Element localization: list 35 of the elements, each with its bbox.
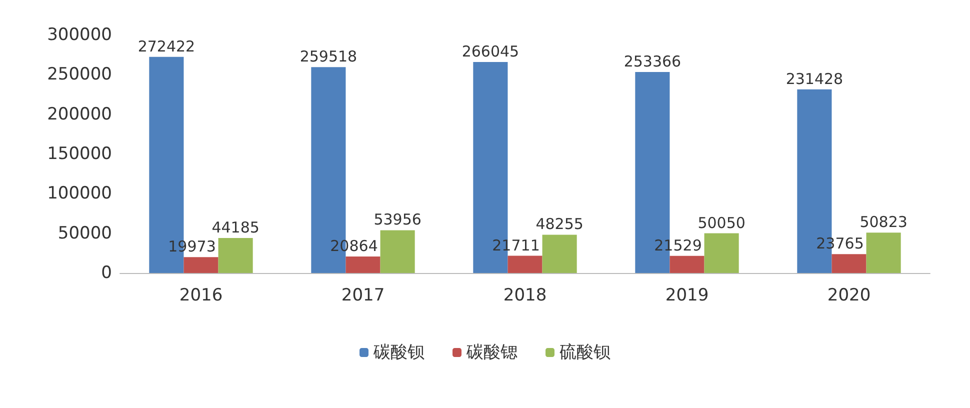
data-label: 48255 xyxy=(536,215,584,234)
legend-label: 碳酸锶 xyxy=(466,342,518,362)
bar xyxy=(184,257,218,273)
x-tick-label: 2018 xyxy=(503,286,547,306)
data-label: 266045 xyxy=(462,42,520,60)
x-tick-label: 2019 xyxy=(665,286,709,306)
data-label: 50823 xyxy=(860,213,908,232)
data-label: 272422 xyxy=(138,37,196,56)
bar xyxy=(542,234,577,273)
y-tick-label: 150000 xyxy=(47,144,112,164)
y-tick-label: 200000 xyxy=(47,104,112,124)
bar xyxy=(670,256,704,273)
bar xyxy=(832,254,866,273)
bar xyxy=(866,232,901,273)
bar xyxy=(704,233,739,273)
legend-label: 硫酸钡 xyxy=(560,342,610,362)
y-tick-label: 50000 xyxy=(58,223,112,244)
bar xyxy=(380,230,415,273)
x-tick-label: 2017 xyxy=(341,286,385,306)
y-tick-label: 0 xyxy=(101,263,112,283)
legend-label: 碳酸钡 xyxy=(372,342,424,362)
data-label: 44185 xyxy=(212,218,260,236)
y-tick-label: 300000 xyxy=(47,25,112,45)
data-label: 259518 xyxy=(300,48,358,66)
x-tick-label: 2016 xyxy=(179,286,223,306)
bar xyxy=(508,256,542,273)
data-label: 253366 xyxy=(624,52,682,70)
data-label: 50050 xyxy=(698,214,746,232)
bar xyxy=(218,238,253,273)
bar xyxy=(346,256,380,273)
y-tick-label: 100000 xyxy=(47,184,112,204)
y-tick-label: 250000 xyxy=(47,64,112,85)
data-label: 231428 xyxy=(786,70,844,88)
x-tick-label: 2020 xyxy=(827,286,871,306)
data-label: 53956 xyxy=(374,210,422,229)
